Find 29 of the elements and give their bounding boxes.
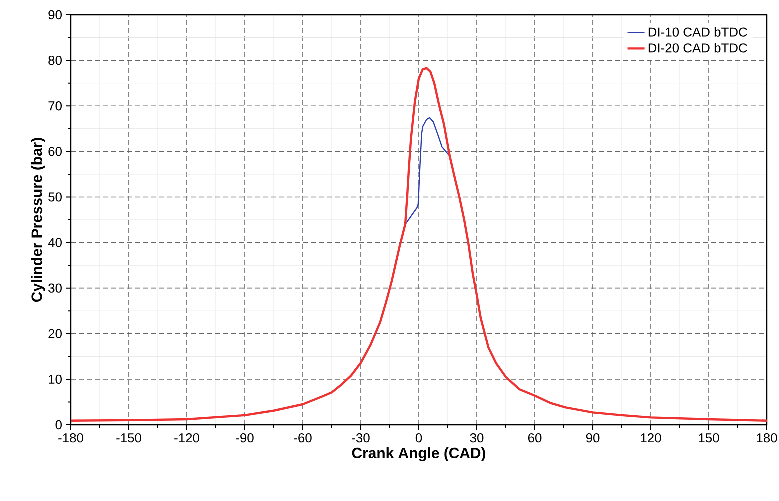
y-tick-label: 10 [49,374,62,384]
x-tick-label: -180 [58,434,84,443]
x-tick-label: -150 [116,434,142,443]
y-tick-label: 80 [48,56,62,66]
x-tick-label: 150 [699,434,720,443]
line-series [71,67,768,422]
x-tick-label: 120 [641,434,662,443]
line-series [404,117,451,226]
y-tick-label: 0 [56,420,62,430]
x-tick-label: -120 [174,434,200,443]
y-tick-label: 40 [48,238,62,248]
x-tick-label: 60 [528,434,542,443]
y-axis-title: Cylinder Pressure (bar) [31,138,46,302]
y-tick-label: 90 [48,10,62,20]
y-tick-label: 20 [48,329,62,338]
legend-label: DI-20 CAD bTDC [648,43,748,53]
x-tick-label: 0 [416,434,422,443]
y-tick-label: 30 [48,284,62,293]
x-tick-label: -90 [236,434,254,443]
x-tick-label: -30 [352,434,370,443]
y-tick-label: 50 [48,192,62,202]
x-axis-title: Crank Angle (CAD) [352,448,486,462]
x-tick-label: 180 [757,434,778,443]
x-tick-label: -60 [294,434,312,443]
x-tick-label: 90 [586,434,600,443]
x-tick-label: 30 [470,434,484,443]
y-tick-label: 60 [48,147,62,156]
legend-label: DI-10 CAD bTDC [648,27,748,37]
y-tick-label: 70 [48,102,62,111]
